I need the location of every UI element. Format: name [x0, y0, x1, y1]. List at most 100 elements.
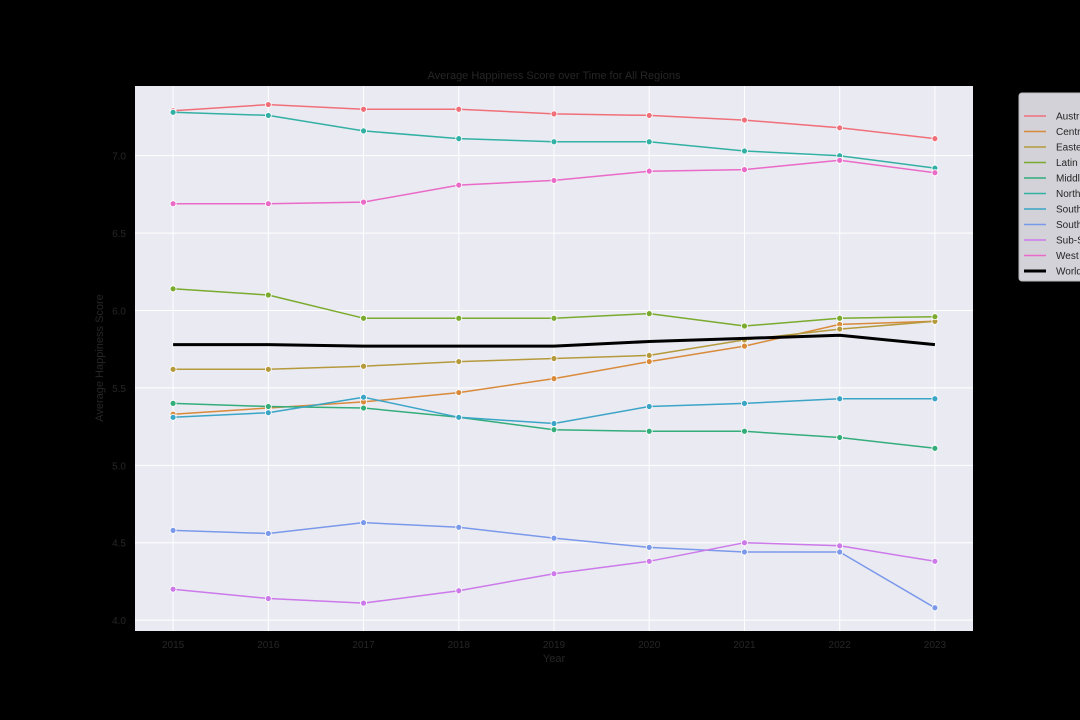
data-point [169, 365, 177, 373]
data-point [169, 108, 177, 116]
data-point [264, 530, 272, 537]
data-point [360, 519, 367, 527]
data-point [360, 127, 367, 135]
data-point [360, 404, 367, 412]
data-point [360, 362, 367, 370]
data-point [931, 169, 939, 177]
x-tick-label: 2019 [543, 640, 566, 651]
x-tick-label: 2020 [638, 640, 661, 651]
legend-label: Easte [1056, 143, 1080, 154]
series-line [173, 333, 936, 348]
data-point [455, 358, 463, 365]
data-point [455, 135, 463, 143]
legend-items: Austr Centr Easte Latin Middl North South South… [1024, 112, 1080, 278]
legend-label: North [1056, 189, 1080, 200]
y-axis-label: Average Happiness Score [94, 294, 106, 422]
data-point [550, 138, 558, 146]
data-point [741, 400, 748, 407]
y-tick-label: 4.0 [112, 616, 126, 627]
data-point [264, 200, 272, 208]
data-point [645, 112, 653, 119]
data-point [169, 585, 177, 593]
x-tick-label: 2018 [448, 640, 471, 651]
x-tick-label: 2015 [162, 640, 185, 651]
data-point [741, 147, 748, 155]
data-point [455, 413, 463, 421]
data-point [360, 105, 367, 113]
data-point [360, 599, 367, 607]
data-point [264, 595, 272, 602]
data-point [741, 342, 748, 350]
series-lines [169, 101, 939, 612]
data-point [455, 314, 463, 322]
data-point [931, 444, 939, 452]
data-point [264, 409, 272, 417]
data-point [645, 358, 653, 365]
data-point [836, 325, 844, 333]
data-point [455, 587, 463, 595]
data-point [550, 375, 558, 383]
data-point [741, 539, 748, 547]
data-point [741, 166, 748, 174]
y-tick-labels: 4.0 4.5 5.0 5.5 6.0 6.5 7.0 [112, 152, 126, 627]
legend-label: West [1056, 251, 1079, 262]
data-point [836, 542, 844, 550]
data-point [741, 427, 748, 435]
y-tick-label: 7.0 [112, 152, 126, 163]
data-point [550, 534, 558, 542]
x-axis-label: Year [543, 653, 566, 665]
data-point [360, 393, 367, 401]
data-point [836, 156, 844, 164]
data-point [264, 403, 272, 410]
data-point [645, 403, 653, 410]
x-tick-label: 2021 [733, 640, 756, 651]
data-point [645, 310, 653, 317]
data-point [455, 181, 463, 189]
x-tick-label: 2017 [352, 640, 375, 651]
data-point [169, 200, 177, 208]
data-point [455, 389, 463, 396]
data-point [169, 400, 177, 407]
data-point [645, 352, 653, 359]
y-tick-label: 6.0 [112, 307, 126, 318]
data-point [836, 124, 844, 132]
data-point [550, 355, 558, 362]
data-point [550, 177, 558, 184]
data-point [645, 167, 653, 175]
data-point [360, 314, 367, 322]
x-tick-labels: 2015 2016 2017 2018 2019 2020 2021 2022 2023 [162, 640, 947, 651]
data-point [360, 198, 367, 206]
y-tick-label: 6.5 [112, 229, 126, 240]
data-point [836, 395, 844, 403]
y-tick-label: 5.5 [112, 384, 126, 395]
data-point [931, 135, 939, 143]
legend-label: Sub-S [1056, 236, 1080, 247]
x-tick-label: 2016 [257, 640, 280, 651]
data-point [645, 543, 653, 551]
x-tick-label: 2023 [924, 640, 947, 651]
data-point [550, 426, 558, 434]
data-point [264, 112, 272, 119]
chart-title: Average Happiness Score over Time for Al… [428, 70, 681, 82]
legend-label: Centr [1056, 127, 1080, 138]
data-point [741, 322, 748, 330]
data-point [550, 570, 558, 578]
data-point [836, 548, 844, 556]
data-point [550, 314, 558, 322]
data-point [741, 116, 748, 124]
data-point [264, 101, 272, 108]
data-point [931, 557, 939, 565]
data-point [550, 420, 558, 427]
legend-label: South [1056, 220, 1080, 231]
data-point [550, 110, 558, 118]
data-point [169, 413, 177, 421]
x-tick-label: 2022 [829, 640, 852, 651]
data-point [645, 557, 653, 565]
legend-label: Middl [1056, 174, 1080, 185]
legend: Austr Centr Easte Latin Middl North South South… [1018, 92, 1080, 282]
data-point [836, 434, 844, 441]
legend-label: South [1056, 205, 1080, 216]
data-point [836, 314, 844, 322]
